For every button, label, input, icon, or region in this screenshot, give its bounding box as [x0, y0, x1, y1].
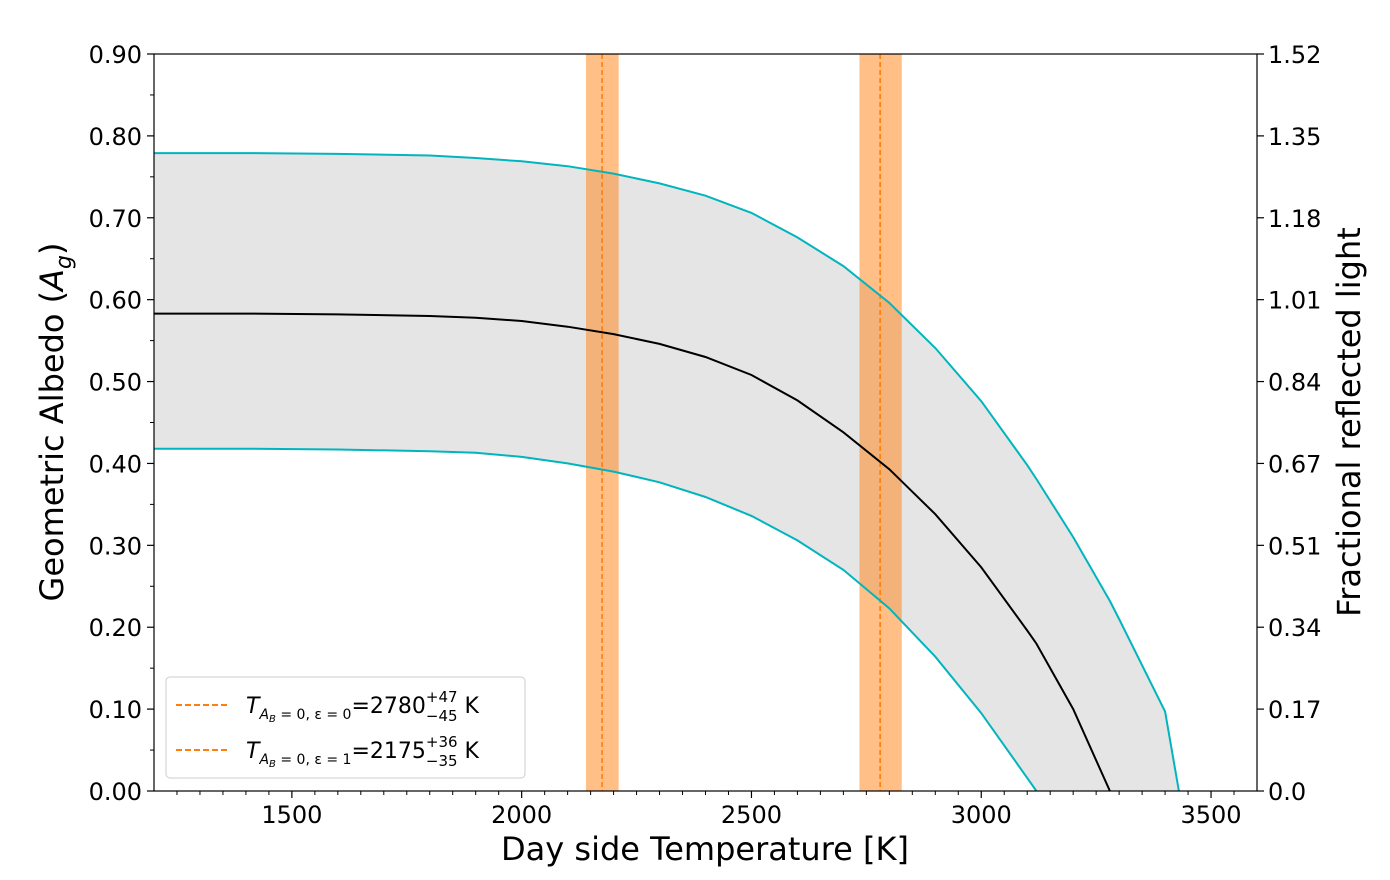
- y-left-tick-label: 0.00: [89, 778, 142, 806]
- y-right-tick-label: 1.01: [1268, 287, 1321, 315]
- y-left-tick-label: 0.50: [89, 369, 142, 397]
- x-tick-label: 2000: [491, 801, 552, 829]
- legend-label: TAB = 0, ε = 1=2175+36 −35 K: [246, 733, 480, 770]
- y-right-tick-label: 0.0: [1268, 778, 1306, 806]
- y-right-tick-label: 0.17: [1268, 696, 1321, 724]
- y-right-tick-label: 1.18: [1268, 205, 1321, 233]
- series-lines: [154, 152, 1180, 792]
- x-tick-label: 3500: [1181, 801, 1242, 829]
- y-right-tick-label: 0.84: [1268, 369, 1321, 397]
- y-axis-left-ticks: 0.00 0.10 0.20 0.30 0.40 0.50 0.60 0.70 0.80 0.90: [89, 41, 154, 806]
- y-left-tick-label: 0.60: [89, 287, 142, 315]
- y-left-tick-label: 0.20: [89, 614, 142, 642]
- x-tick-label: 1500: [261, 801, 322, 829]
- x-axis-ticks: 1500 2000 2500 3000 3500: [176, 791, 1242, 829]
- x-tick-label: 2500: [721, 801, 782, 829]
- y-axis-right-label: Fractional reflected light: [1330, 227, 1368, 617]
- y-right-tick-label: 1.52: [1268, 41, 1321, 69]
- y-left-tick-label: 0.30: [89, 532, 142, 560]
- y-right-tick-label: 0.51: [1268, 532, 1321, 560]
- y-axis-right-ticks: 0.0 0.17 0.34 0.51 0.67 0.84 1.01 1.18 1.35 1.52: [1257, 41, 1321, 806]
- y-right-tick-label: 0.34: [1268, 614, 1321, 642]
- plot-area: [154, 54, 1180, 792]
- y-left-tick-label: 0.80: [89, 123, 142, 151]
- y-left-tick-label: 0.10: [89, 696, 142, 724]
- series-line-median: [154, 312, 1111, 792]
- legend: TAB = 0, ε = 0=2780+47 −45 K TAB = 0, ε = …: [165, 676, 526, 779]
- x-tick-label: 3000: [951, 801, 1012, 829]
- albedo-uncertainty-band: [154, 153, 1179, 792]
- series-line-lower: [154, 447, 1038, 792]
- legend-box: [165, 676, 526, 779]
- x-axis-label: Day side Temperature [K]: [501, 830, 909, 868]
- y-left-tick-label: 0.40: [89, 450, 142, 478]
- series-line-upper: [154, 152, 1180, 792]
- y-left-tick-label: 0.90: [89, 41, 142, 69]
- y-left-tick-label: 0.70: [89, 205, 142, 233]
- y-right-tick-label: 1.35: [1268, 123, 1321, 151]
- y-axis-left-label: Geometric Albedo (Ag): [33, 243, 77, 602]
- legend-label: TAB = 0, ε = 0=2780+47 −45 K: [246, 688, 480, 725]
- y-right-tick-label: 0.67: [1268, 450, 1321, 478]
- temperature-bands: [586, 54, 902, 791]
